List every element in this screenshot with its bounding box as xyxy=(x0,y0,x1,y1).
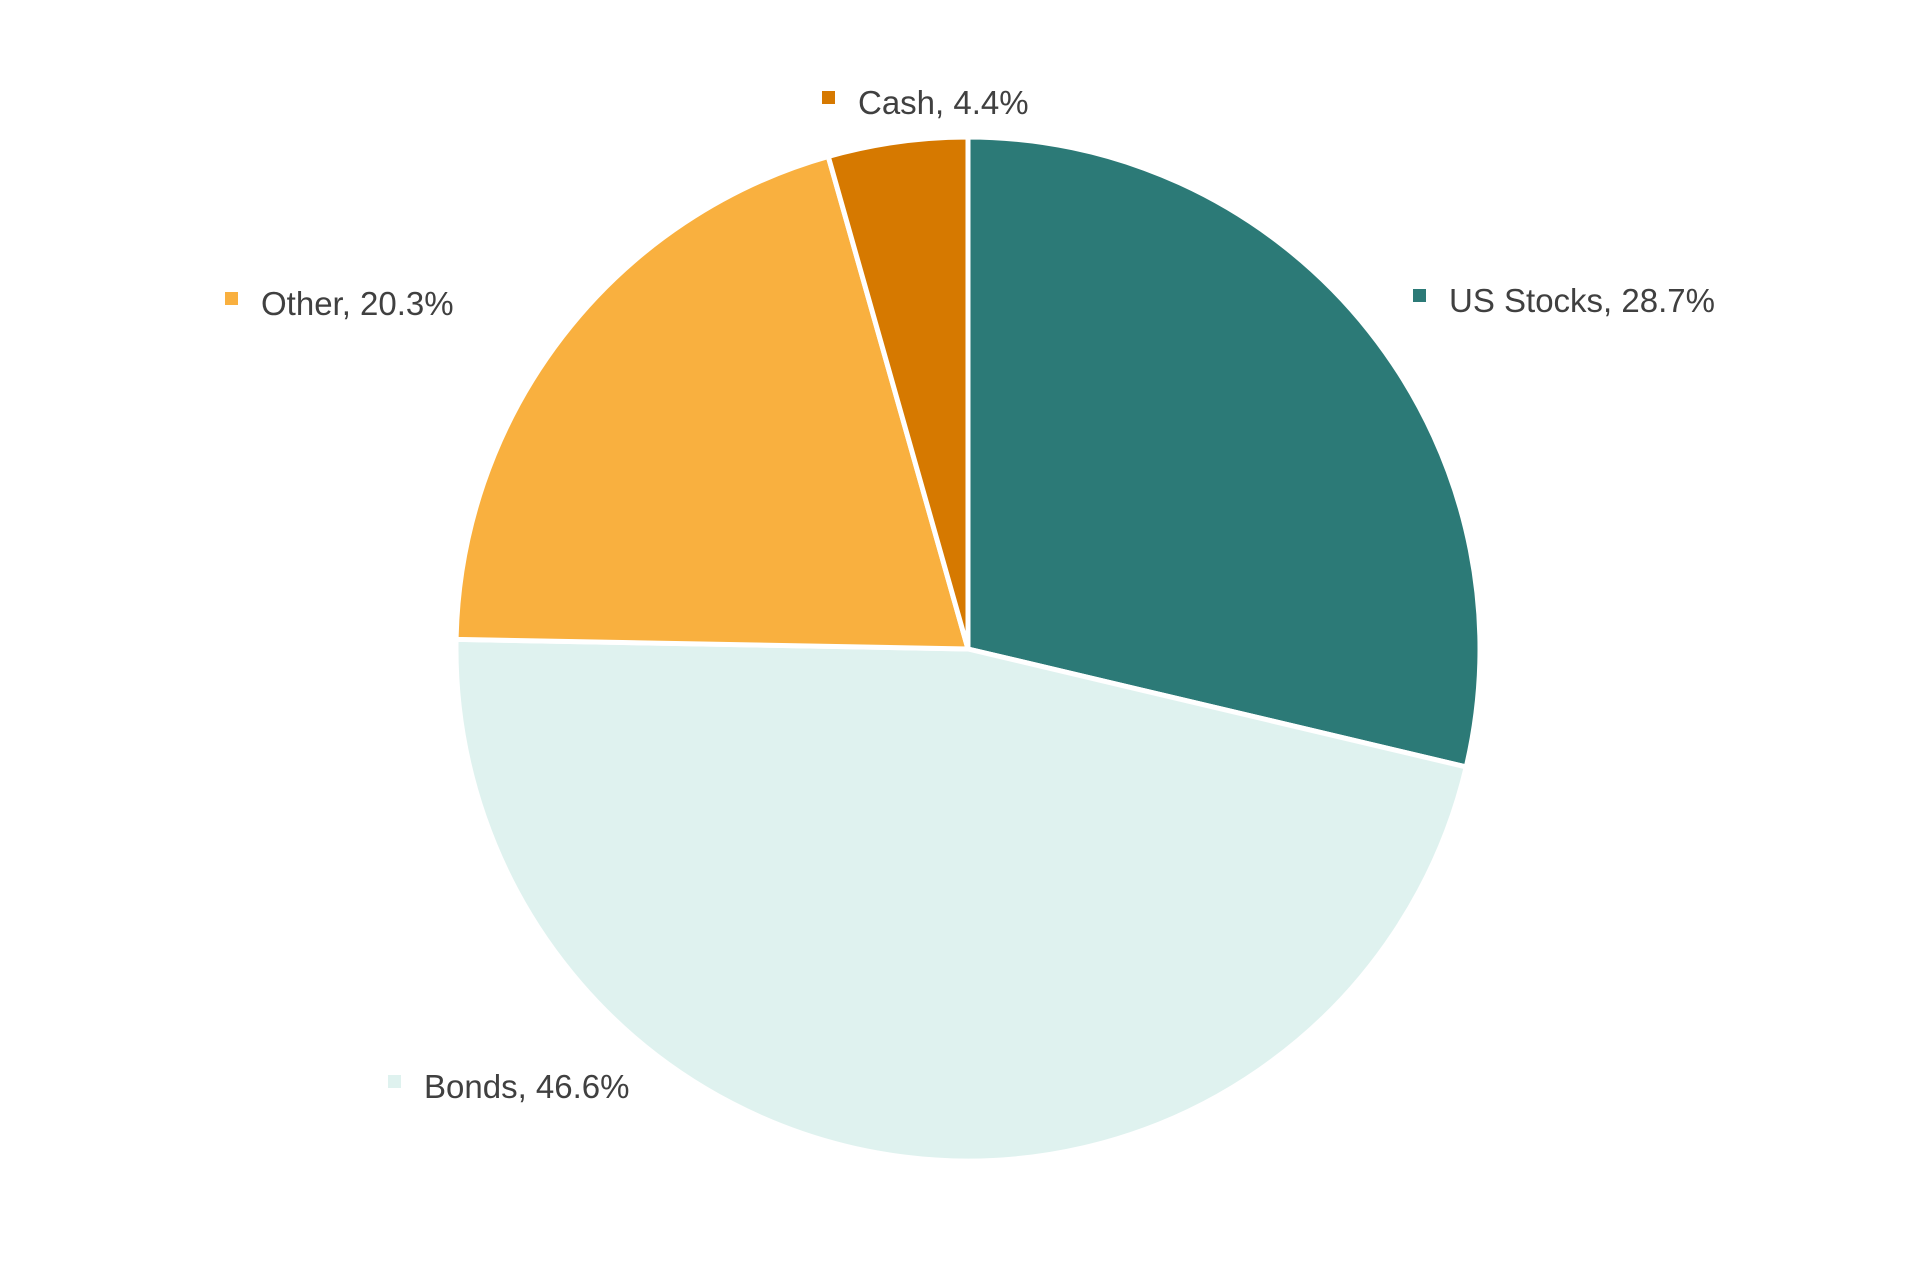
pie-slices xyxy=(453,134,1483,1164)
pie-slice-us-stocks xyxy=(965,134,1483,770)
legend-swatch-other xyxy=(225,291,238,305)
legend-swatch-bonds xyxy=(388,1074,401,1088)
data-label-us-stocks: US Stocks, 28.7% xyxy=(1413,282,1715,320)
data-label-cash: Cash, 4.4% xyxy=(822,84,1029,122)
data-label-other: Other, 20.3% xyxy=(225,285,454,323)
legend-swatch-cash xyxy=(822,90,835,104)
data-label-bonds: Bonds, 46.6% xyxy=(388,1068,629,1106)
pie-slice-other xyxy=(453,153,972,652)
legend-swatch-us-stocks xyxy=(1413,288,1426,302)
pie-slice-cash xyxy=(825,134,971,650)
pie-slice-bonds xyxy=(453,636,1470,1164)
data-label-text-cash: Cash, 4.4% xyxy=(858,84,1029,121)
data-label-text-us-stocks: US Stocks, 28.7% xyxy=(1449,282,1715,319)
data-label-text-bonds: Bonds, 46.6% xyxy=(424,1068,630,1105)
data-label-text-other: Other, 20.3% xyxy=(261,285,454,322)
